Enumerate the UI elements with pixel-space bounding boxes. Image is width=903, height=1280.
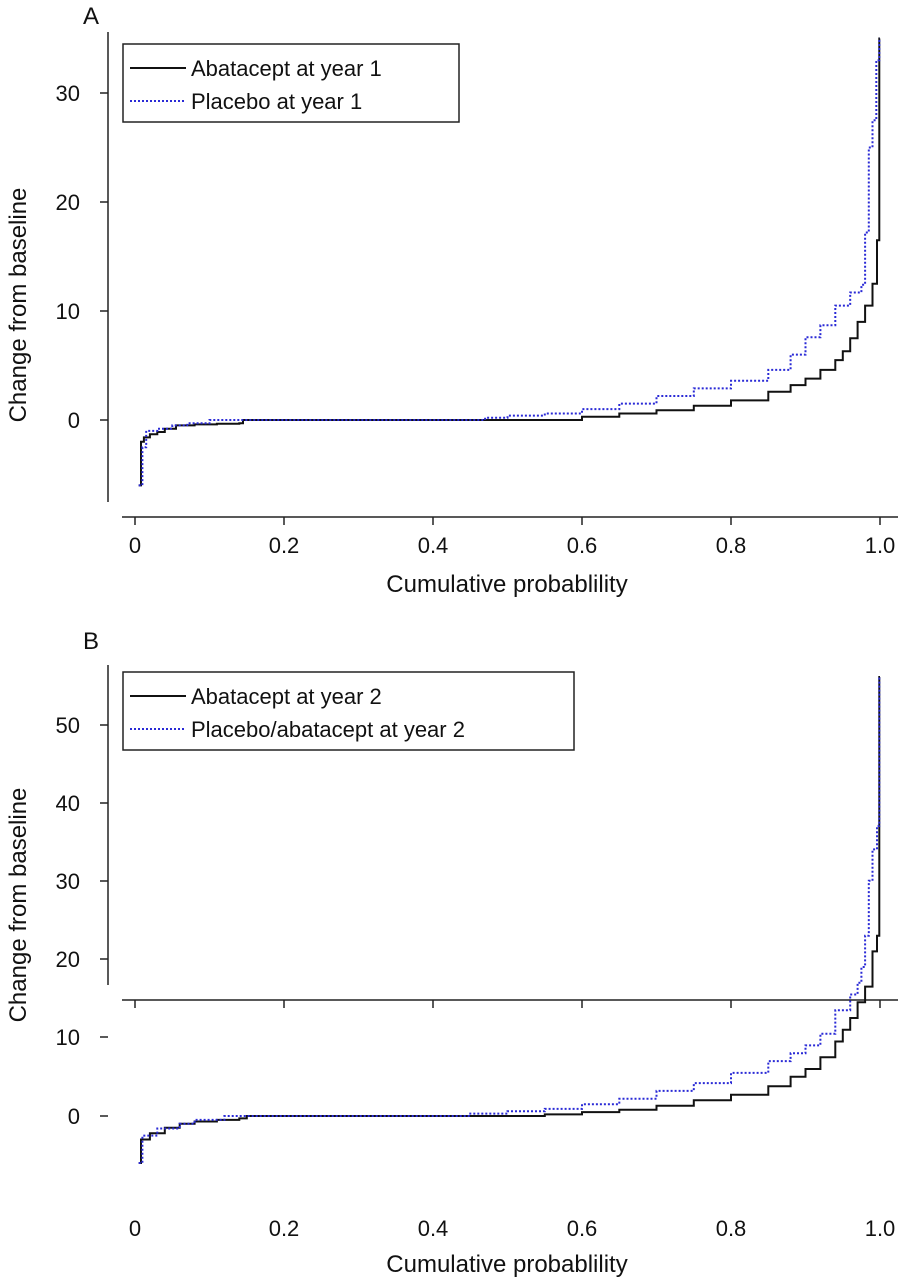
panel-b-x-tick-label: 0.8: [716, 1216, 747, 1241]
panel-a-series-abatacept-line: [138, 37, 881, 487]
panel-b-y-ticks: 50 40 30 20 10 0: [56, 713, 108, 1129]
panel-a-y-tick-label: 30: [56, 81, 80, 106]
panel-b-series-abatacept-line: [138, 676, 881, 1164]
panel-b-y-tick-label: 50: [56, 713, 80, 738]
panel-a: A Change from baseline 30 20 10 0 0 0.2: [5, 3, 898, 598]
panel-a-x-tick-label: 0.4: [418, 533, 449, 558]
panel-b-y-tick-label: 0: [68, 1104, 80, 1129]
panel-a-y-tick-label: 20: [56, 190, 80, 215]
panel-a-x-axis-title: Cumulative probablility: [386, 571, 627, 598]
panel-b-legend: Abatacept at year 2 Placebo/abatacept at…: [122, 671, 575, 751]
panel-a-y-tick-label: 0: [68, 408, 80, 433]
panel-a-legend-label-abatacept: Abatacept at year 1: [191, 56, 382, 81]
panel-a-x-tick-label: 0: [129, 533, 141, 558]
panel-b-legend-box: [122, 671, 575, 751]
panel-b-y-tick-label: 30: [56, 869, 80, 894]
panel-b-x-tick-label: 0: [129, 1216, 141, 1241]
panel-b-x-tick-label: 0.4: [418, 1216, 449, 1241]
panel-a-label: A: [83, 3, 99, 30]
panel-a-series-placebo-line: [138, 37, 881, 487]
panel-b-legend-label-abatacept: Abatacept at year 2: [191, 684, 382, 709]
panel-a-legend-label-placebo: Placebo at year 1: [191, 89, 362, 114]
panel-b-y-tick-label: 40: [56, 791, 80, 816]
panel-b-x-ticks: 0 0.2 0.4 0.6 0.8 1.0: [129, 1000, 895, 1241]
panel-a-x-tick-label: 0.8: [716, 533, 747, 558]
panel-a-x-tick-label: 1.0: [865, 533, 896, 558]
panel-b-y-tick-label: 20: [56, 947, 80, 972]
panel-b-x-tick-label: 0.2: [269, 1216, 300, 1241]
panel-a-legend-box: [122, 43, 460, 123]
panel-b-x-tick-label: 0.6: [567, 1216, 598, 1241]
panel-b-label: B: [83, 628, 99, 655]
panel-b-series-placebo-line: [138, 676, 881, 1164]
panel-a-y-ticks: 30 20 10 0: [56, 81, 108, 433]
panel-a-x-tick-label: 0.6: [567, 533, 598, 558]
panel-b-y-tick-label: 10: [56, 1025, 80, 1050]
panel-a-legend: Abatacept at year 1 Placebo at year 1: [122, 43, 460, 123]
panel-a-x-ticks: 0 0.2 0.4 0.6 0.8 1.0: [129, 517, 895, 558]
panel-b-y-axis-title: Change from baseline: [5, 788, 32, 1023]
panel-a-y-tick-label: 10: [56, 299, 80, 324]
panel-b: B Change from baseline 50 40 30 20 10 0: [5, 628, 898, 1278]
panel-b-x-axis-title: Cumulative probablility: [386, 1251, 627, 1278]
panel-a-y-axis-title: Change from baseline: [5, 188, 32, 423]
panel-a-x-tick-label: 0.2: [269, 533, 300, 558]
panel-b-x-tick-label: 1.0: [865, 1216, 896, 1241]
panel-b-legend-label-placebo: Placebo/abatacept at year 2: [191, 717, 465, 742]
